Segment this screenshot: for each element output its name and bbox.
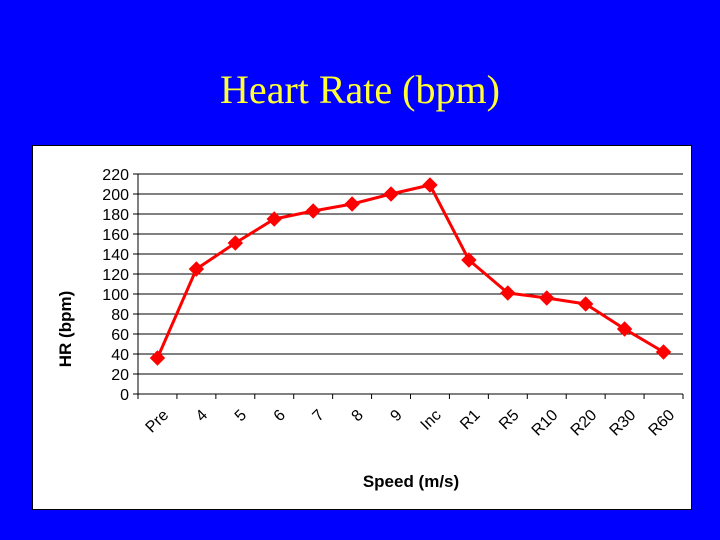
x-tick-label: 6 <box>271 407 289 425</box>
y-axis-title: HR (bpm) <box>56 291 75 367</box>
y-tick-label: 160 <box>102 227 129 244</box>
y-tick-labels: 0 20 40 60 80 100 120 140 160 180 200 220 <box>102 167 129 404</box>
x-tick-label: R60 <box>646 407 679 440</box>
data-point <box>149 350 166 366</box>
x-tick-label: Inc <box>418 407 445 434</box>
y-tick-label: 140 <box>102 247 129 264</box>
y-tick-label: 80 <box>111 307 129 324</box>
data-point <box>383 186 399 202</box>
data-point <box>539 290 555 306</box>
axes <box>133 173 684 399</box>
x-tick-label: 7 <box>310 407 328 425</box>
x-tick-label: R20 <box>568 407 601 440</box>
x-tick-label: 4 <box>193 407 211 425</box>
x-tick-label: R30 <box>607 407 640 440</box>
data-point <box>461 252 477 268</box>
chart-panel: 0 20 40 60 80 100 120 140 160 180 200 220 Pre 4 5 6 7 8 9… <box>32 145 692 510</box>
data-point <box>577 296 594 312</box>
y-tick-label: 60 <box>111 327 129 344</box>
y-tick-label: 0 <box>120 387 129 404</box>
line-chart: 0 20 40 60 80 100 120 140 160 180 200 220 Pre 4 5 6 7 8 9… <box>56 167 684 491</box>
x-tick-label: R1 <box>457 407 484 434</box>
y-tick-label: 180 <box>102 207 129 224</box>
x-axis-title: Speed (m/s) <box>363 472 459 491</box>
x-tick-label: 9 <box>387 407 405 425</box>
data-point <box>266 211 282 227</box>
series-line <box>156 183 665 359</box>
x-tick-label: Pre <box>143 407 173 437</box>
data-point <box>655 344 672 360</box>
gridlines <box>138 173 683 395</box>
x-tick-label: 5 <box>232 407 250 425</box>
data-point <box>188 261 205 277</box>
x-tick-label: R5 <box>496 407 523 434</box>
y-tick-label: 220 <box>102 167 129 184</box>
series-group <box>149 177 672 366</box>
y-tick-label: 200 <box>102 187 129 204</box>
y-tick-label: 20 <box>111 367 129 384</box>
x-tick-label: 8 <box>349 407 367 425</box>
data-point <box>305 203 321 219</box>
data-point <box>500 285 516 301</box>
slide-title: Heart Rate (bpm) <box>220 67 500 112</box>
data-point <box>227 235 244 251</box>
x-tick-labels: Pre 4 5 6 7 8 9 Inc R1 R5 R10 R20 R30 R60 <box>143 407 679 440</box>
data-point <box>344 196 360 212</box>
y-tick-label: 120 <box>102 267 129 284</box>
data-point <box>422 177 438 193</box>
y-tick-label: 100 <box>102 287 129 304</box>
data-point <box>616 321 633 337</box>
x-tick-label: R10 <box>529 407 562 440</box>
y-tick-label: 40 <box>111 347 129 364</box>
